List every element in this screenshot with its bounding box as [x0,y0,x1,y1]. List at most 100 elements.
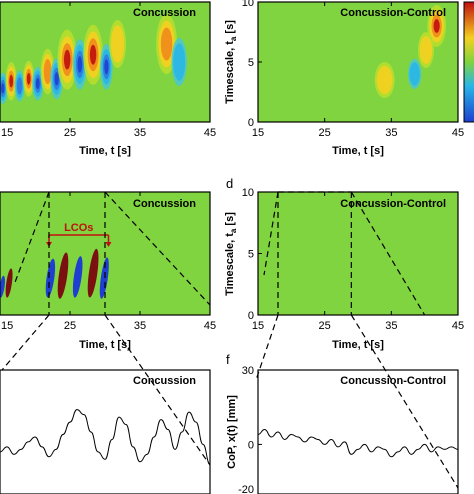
panel-f-y-ticks: 30 0 -20 [238,365,262,494]
panel-d-y-ticks: 0 5 10 [242,187,262,322]
y-tick-label: 10 [242,0,254,9]
heatmap-blob [104,59,109,75]
colorbar [463,1,474,123]
y-tick-label: 5 [248,57,254,69]
x-tick-label: 35 [385,320,397,332]
x-tick-label: 15 [1,320,13,332]
panel-e-title: Concussion [133,375,196,387]
zoom-guide-line [104,314,211,466]
heatmap-blob [16,77,23,95]
panel-f-frame [257,369,459,494]
panel-f-series-line [258,429,458,458]
x-tick-label: 35 [134,320,146,332]
zoom-guide-line [255,314,279,381]
panel-f-title: Concussion-Control [340,375,446,387]
panel-a: Concussion 15 25 35 45 Time, t [s] [0,1,216,157]
heatmap-blob [419,35,433,65]
x-tick-label: 15 [252,320,264,332]
x-tick-label: 35 [385,127,397,139]
heatmap-blob [77,56,83,73]
panel-e-frame [0,369,211,494]
panel-a-heatmap-blobs [0,14,187,104]
heatmap-blob [173,43,186,81]
x-tick-label: 45 [204,127,216,139]
lco-arrow-right [105,242,112,247]
x-tick-label: 25 [64,320,76,332]
panel-a-title: Concussion [133,7,196,19]
y-tick-label: -20 [238,484,254,494]
panel-d-ylabel-group: Timescale, ta [s] [224,212,238,296]
x-tick-label: 15 [1,127,13,139]
heatmap-blob [43,59,52,85]
y-tick-label: 0 [248,439,254,451]
panel-c-xlabel: Time, t [s] [79,339,131,351]
panel-f: f Concussion-Control 30 0 -20 CoP, x(t) [m… [226,352,459,494]
zoom-guide-line [350,314,459,489]
x-tick-label: 25 [319,320,331,332]
heatmap-blob [1,83,5,94]
panel-d-x-ticks: 15 25 35 45 [252,192,464,332]
y-tick-label: 5 [248,249,254,261]
panel-e: Concussion [0,369,211,494]
y-tick-label: 0 [248,117,254,129]
colorbar-gradient [463,1,474,123]
heatmap-blob [35,78,40,90]
x-tick-label: 45 [204,320,216,332]
heatmap-blob [433,19,440,33]
panel-a-xlabel: Time, t [s] [79,145,131,157]
heatmap-blob [89,44,97,65]
panel-f-ylabel-group: CoP, x(t) [mm] [226,395,238,469]
lco-blob [99,257,109,299]
panel-c-heatmap-blobs [0,248,109,299]
x-tick-label: 25 [319,127,331,139]
panel-b-xlabel: Time, t [s] [332,145,384,157]
y-tick-label: 10 [242,187,254,199]
heatmap-blob [160,27,173,61]
lco-blob [72,256,83,298]
x-tick-label: 45 [452,320,464,332]
panel-d-letter: d [226,176,233,191]
panel-c-title: Concussion [133,198,196,210]
heatmap-blob [63,49,71,70]
heatmap-blob [26,72,31,85]
panel-d: d Concussion-Control 15 25 35 45 0 5 10 Time,… [224,176,464,351]
panel-d-xlabel: Time, t [s] [332,339,384,351]
panel-c: Concussion LCOs 15 25 35 45 Time, t [s] [0,191,216,351]
panel-b-title: Concussion-Control [340,7,446,19]
lco-label: LCOs [64,222,93,234]
zoom-guide-line [263,191,279,276]
panel-b-ylabel: Timescale, ta [s] [224,20,238,104]
panel-a-frame [0,1,211,123]
panel-b-x-ticks: 15 25 35 45 [252,2,464,139]
panel-b-ylabel-group: Timescale, ta [s] [224,20,238,104]
lco-blob [5,268,13,298]
panel-d-background [258,192,458,315]
panel-f-ylabel: CoP, x(t) [mm] [226,395,238,469]
zoom-guide-line [1,314,50,371]
zoom-guide-line [350,191,426,316]
y-tick-label: 30 [242,365,254,377]
panel-a-x-ticks: 15 25 35 45 [0,2,216,139]
heatmap-blob [409,62,420,86]
x-tick-label: 25 [64,127,76,139]
x-tick-label: 35 [134,127,146,139]
panel-b-heatmap-blobs [374,5,446,98]
lco-blob [0,275,5,298]
zoom-guide-lines [1,191,459,489]
heatmap-blob [111,25,125,63]
zoom-guide-line [104,191,211,306]
x-tick-label: 45 [452,127,464,139]
heatmap-blob [9,74,14,88]
lco-blob [57,252,69,299]
heatmap-blob [54,72,59,86]
panel-d-ylabel: Timescale, ta [s] [224,212,238,296]
zoom-guide-line [13,191,50,286]
panel-c-x-ticks: 15 25 35 45 [0,192,216,332]
panel-b: Concussion-Control 15 25 35 45 0 5 10 Time, t… [224,0,464,157]
lco-blob [87,248,99,298]
y-tick-label: 0 [248,310,254,322]
panel-d-title: Concussion-Control [340,198,446,210]
panel-e-series-line [0,409,210,465]
lco-blob [45,258,56,298]
